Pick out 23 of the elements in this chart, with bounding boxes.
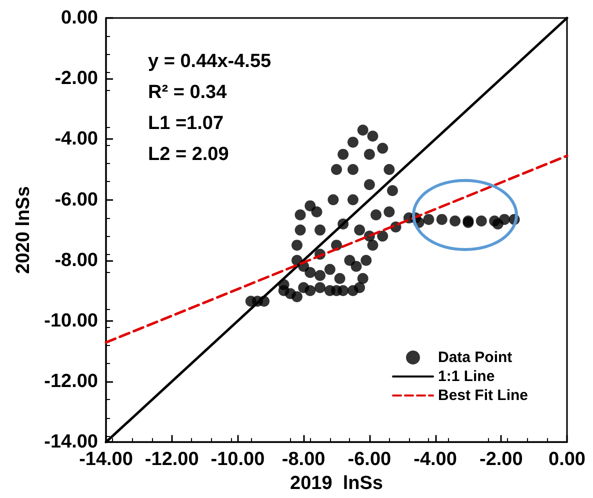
legend-label: Data Point (438, 349, 512, 366)
y-tick-label: -4.00 (54, 128, 98, 150)
x-axis-title: 2019 lnSs (290, 473, 383, 494)
annotation: L2 = 2.09 (148, 144, 229, 165)
y-tick-label: 0.00 (61, 8, 98, 28)
x-tick-label: 0.00 (548, 449, 586, 470)
annotation: L1 =1.07 (148, 113, 224, 134)
x-tick-label: -10.00 (210, 449, 265, 470)
legend-label: Best Fit Line (438, 387, 528, 404)
x-tick-label: -4.00 (414, 449, 457, 470)
y-tick-label: -8.00 (54, 250, 98, 271)
annotation: y = 0.44x-4.55 (148, 51, 272, 72)
annotation: R² = 0.34 (148, 82, 228, 103)
y-tick-label: -10.00 (44, 310, 98, 332)
y-tick-label: -6.00 (54, 189, 98, 210)
y-tick-label: -12.00 (44, 371, 98, 392)
x-tick-label: -8.00 (282, 449, 326, 470)
legend-label: 1:1 Line (438, 368, 495, 385)
y-tick-label: -2.00 (54, 68, 98, 90)
y-axis-title: 2020 lnSs (13, 186, 34, 274)
x-tick-label: -6.00 (348, 449, 392, 470)
x-tick-label: -2.00 (479, 449, 523, 470)
x-tick-label: -12.00 (144, 449, 199, 470)
